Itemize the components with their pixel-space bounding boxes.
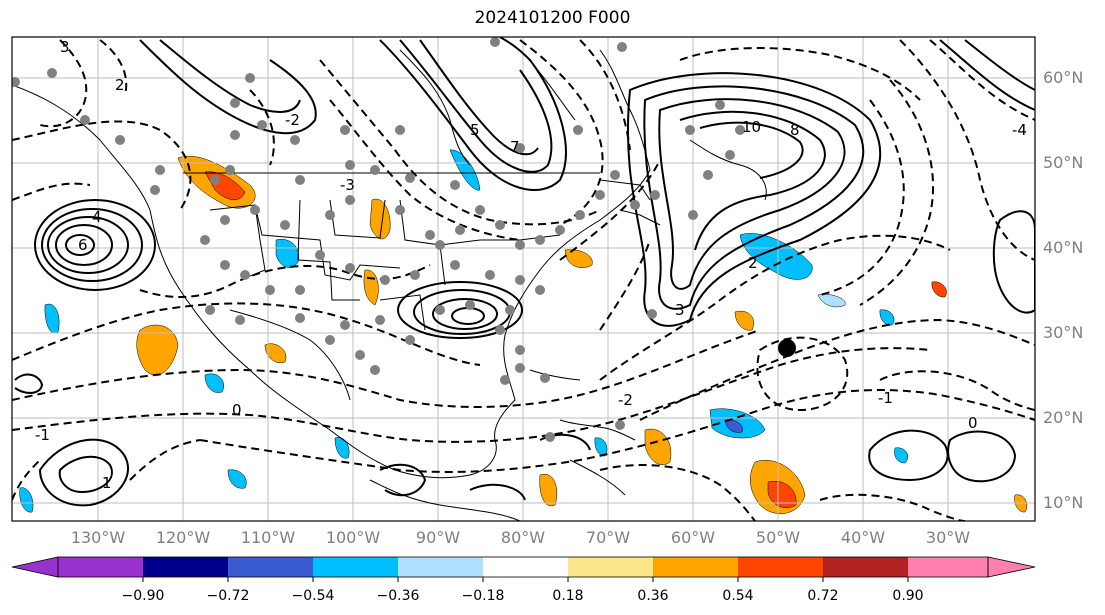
colorbar-bin [568,557,653,577]
anomaly-positive-region [136,324,179,376]
contour-label: 3 [675,301,685,319]
contour-label: 5 [470,121,480,139]
lon-label-80w: 80°W [500,528,546,547]
contour-label: 0 [232,401,242,419]
contour-label: 2 [748,254,758,272]
colorbar-bin [58,557,143,577]
colorbar-tick-label: 0.18 [552,588,584,604]
lon-label-40w: 40°W [840,528,886,547]
colorbar-bin [738,557,823,577]
anomaly-positive-region [931,281,947,298]
map-title: 2024101200 F000 [474,8,631,28]
anomaly-negative-region [204,373,224,393]
contour-label: 10 [742,118,761,136]
colorbar [11,556,1036,582]
contour-label: 1 [102,474,112,492]
contour-label: -4 [1012,121,1027,139]
station-markers [12,37,745,442]
contour-label: 4 [92,208,102,226]
lon-label-110w: 110°W [240,528,296,547]
lon-label-90w: 90°W [415,528,461,547]
lat-label-60n: 60°N [1043,68,1084,87]
anomaly-negative-region [19,487,34,513]
anomaly-positive-region [369,198,391,240]
contour-label: -1 [878,389,893,407]
contour-label: 2 [115,76,125,94]
contour-label: -1 [35,426,50,444]
colorbar-bin [653,557,738,577]
map-frame [11,36,1036,522]
anomaly-negative-region [739,233,813,280]
anomaly-positive-region [363,269,379,306]
anomaly-positive-region [734,310,754,331]
colorbar-tick-label: 0.36 [637,588,669,604]
colorbar-bin [313,557,398,577]
lat-label-50n: 50°N [1043,153,1084,172]
lon-label-60w: 60°W [670,528,716,547]
colorbar-bin [398,557,483,577]
contour-label: -2 [285,111,300,129]
colorbar-tick-label: 0.54 [722,588,754,604]
colorbar-max-extend [987,556,1036,578]
anomaly-negative-region [594,437,608,457]
anomaly-strong-negative-region [724,419,743,433]
anomaly-positive-region [564,249,593,268]
contour-label: 3 [60,38,70,56]
colorbar-tick-label: −0.90 [121,588,165,604]
colorbar-tick-label: 0.72 [807,588,839,604]
anomaly-positive-region [264,343,287,364]
graticule [12,37,1035,521]
anomaly-negative-region [817,294,846,308]
anomaly-negative-region [227,469,247,489]
colorbar-tick-label: −0.36 [376,588,420,604]
colorbar-bin [483,557,568,577]
anomaly-positive-region [644,428,672,466]
anomaly-negative-region [334,437,350,459]
contour-label: 8 [790,121,800,139]
colorbar-bin [228,557,313,577]
lat-label-20n: 20°N [1043,408,1084,427]
anomaly-strong-positive-region [767,480,797,508]
lon-label-130w: 130°W [70,528,126,547]
contour-label: 6 [78,236,88,254]
colorbar-tick-label: −0.18 [461,588,505,604]
contour-label: -3 [340,176,355,194]
lat-label-40n: 40°N [1043,238,1084,257]
lon-label-50w: 50°W [755,528,801,547]
lat-label-30n: 30°N [1043,323,1084,342]
anomaly-negative-region [449,149,481,191]
lon-label-100w: 100°W [325,528,381,547]
lon-label-30w: 30°W [925,528,971,547]
contour-label: 0 [968,414,978,432]
contour-label-group: 3 2 -2 4 6 5 7 10 8 -3 -4 -1 3 2 -2 0 0 … [35,38,1027,492]
anomaly-negative-region [275,238,300,268]
anomaly-positive-region [539,473,558,507]
dashed-contours [12,39,1035,521]
contour-label: -2 [618,391,633,409]
colorbar-tick-label: 0.90 [892,588,924,604]
colorbar-min-extend [11,556,59,578]
map-plot-area: 3 2 -2 4 6 5 7 10 8 -3 -4 -1 3 2 -2 0 0 … [12,37,1035,521]
storm-position-marker [778,339,796,357]
lat-label-10n: 10°N [1043,493,1084,512]
lon-label-70w: 70°W [585,528,631,547]
colorbar-bin [908,557,988,577]
colorbar-bin [143,557,228,577]
contour-label: 7 [510,138,520,156]
lon-label-120w: 120°W [155,528,211,547]
anomaly-negative-region [44,303,60,334]
colorbar-tick-label: −0.72 [206,588,250,604]
colorbar-tick-label: −0.54 [291,588,335,604]
colorbar-bin [823,557,908,577]
anomaly-negative-region [879,309,895,326]
solid-contours [14,37,1035,507]
anomaly-negative-region [894,447,909,464]
